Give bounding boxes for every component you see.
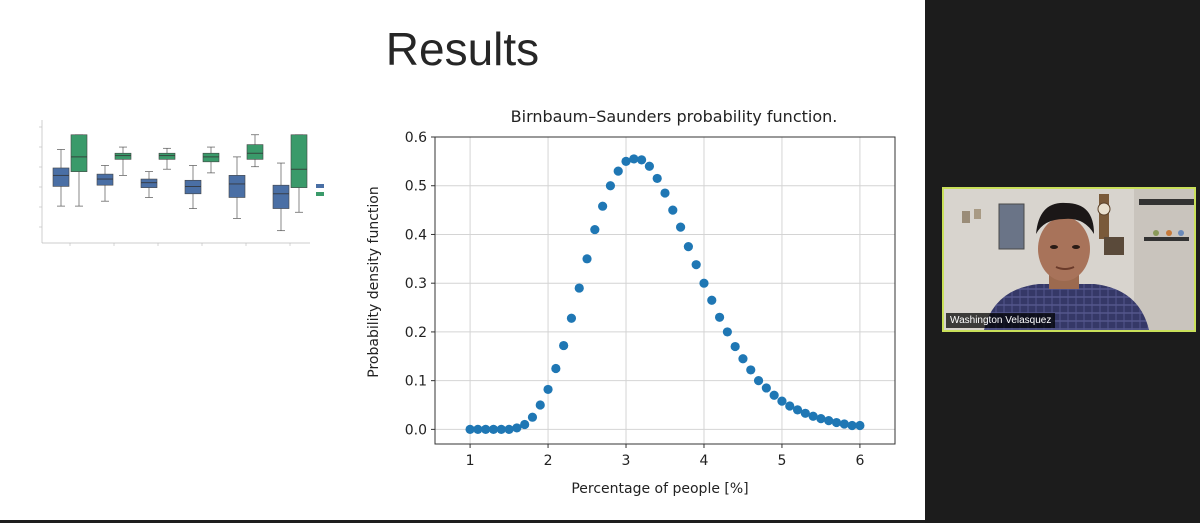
data-point <box>668 205 678 215</box>
box-iqr <box>246 144 264 160</box>
data-point <box>792 405 803 415</box>
participant-video-tile[interactable]: Washington Velasquez <box>942 187 1196 332</box>
data-point <box>574 283 584 293</box>
x-tick-label: 6 <box>855 453 864 469</box>
y-axis-label: Probability density function <box>366 186 382 377</box>
boxplot-boxes <box>39 126 308 246</box>
data-point <box>831 417 842 428</box>
data-point <box>605 181 616 191</box>
x-tick-labels: 1 2 3 4 5 6 <box>466 453 865 469</box>
presentation-slide: Results Birnbaum–Saunders probability fu… <box>0 0 925 520</box>
boxplot-axes <box>41 120 310 244</box>
data-point <box>839 419 849 429</box>
data-point <box>582 254 592 264</box>
x-tick-label: 5 <box>777 453 786 469</box>
box-iqr <box>114 152 132 160</box>
x-tick-label: 4 <box>700 453 709 469</box>
data-point <box>855 420 865 431</box>
data-point <box>629 154 639 164</box>
chart-grid <box>431 136 895 448</box>
data-point <box>746 365 756 375</box>
data-point <box>691 260 701 270</box>
data-point <box>714 312 725 322</box>
data-point <box>769 390 779 400</box>
y-tick-label: 0.2 <box>405 325 427 341</box>
chart-title: Birnbaum–Saunders probability function. <box>511 107 838 126</box>
data-point <box>683 242 693 252</box>
data-point <box>730 341 740 352</box>
participant-name-label: Washington Velasquez <box>946 313 1056 328</box>
data-point <box>816 414 826 424</box>
data-point <box>699 278 709 288</box>
x-tick-label: 1 <box>466 453 475 469</box>
data-point <box>488 424 499 434</box>
box-iqr <box>140 178 158 188</box>
data-point <box>598 201 608 211</box>
box-iqr <box>184 179 202 195</box>
legend-swatch-series-1 <box>316 184 324 188</box>
data-point <box>707 295 717 305</box>
x-tick-label: 3 <box>622 453 631 469</box>
data-point <box>800 408 810 418</box>
box-iqr <box>52 167 70 187</box>
y-tick-label: 0.5 <box>405 179 427 195</box>
data-point <box>722 327 732 337</box>
data-point <box>621 156 631 166</box>
data-point <box>613 166 623 176</box>
data-point <box>559 340 569 351</box>
x-tick-label: 2 <box>544 453 553 469</box>
box-iqr <box>70 134 88 172</box>
y-tick-label: 0.3 <box>405 276 427 292</box>
data-point <box>535 400 545 410</box>
data-point <box>785 401 795 411</box>
y-tick-label: 0.1 <box>405 374 427 390</box>
data-point <box>777 396 787 406</box>
box-iqr <box>96 173 114 186</box>
scatter-chart: Birnbaum–Saunders probability function. … <box>366 107 896 497</box>
plot-frame <box>434 136 896 445</box>
data-point <box>496 424 506 434</box>
data-points <box>465 154 865 434</box>
data-point <box>465 424 475 434</box>
data-point <box>660 188 670 198</box>
y-tick-labels: 0.0 0.1 0.2 0.3 0.4 0.5 0.6 <box>405 130 427 438</box>
data-point <box>675 222 686 232</box>
boxplot-chart <box>39 120 324 246</box>
y-tick-label: 0.6 <box>405 130 427 146</box>
data-point <box>847 420 857 431</box>
x-axis-label: Percentage of people [%] <box>571 481 748 497</box>
data-point <box>527 412 538 422</box>
box-iqr <box>290 134 308 188</box>
data-point <box>481 424 491 434</box>
data-point <box>738 354 748 364</box>
data-point <box>473 424 483 434</box>
data-point <box>566 313 577 323</box>
data-point <box>504 424 514 434</box>
data-point <box>652 173 662 184</box>
participant-video-feed <box>944 189 1194 330</box>
data-point <box>644 161 655 171</box>
data-point <box>520 419 530 430</box>
data-point <box>590 224 600 235</box>
data-point <box>761 383 771 393</box>
box-iqr <box>272 184 290 209</box>
y-tick-label: 0.0 <box>405 422 427 438</box>
data-point <box>512 423 522 433</box>
data-point <box>543 384 553 395</box>
data-point <box>637 155 647 165</box>
y-tick-label: 0.4 <box>405 227 427 243</box>
data-point <box>551 363 561 374</box>
data-point <box>824 416 834 426</box>
slide-title: Results <box>385 23 540 75</box>
data-point <box>808 411 818 421</box>
box-iqr <box>228 175 246 198</box>
data-point <box>753 376 764 386</box>
legend-swatch-series-2 <box>316 192 324 196</box>
boxplot-legend <box>316 184 324 196</box>
box-iqr <box>158 152 176 160</box>
box-iqr <box>202 152 220 163</box>
